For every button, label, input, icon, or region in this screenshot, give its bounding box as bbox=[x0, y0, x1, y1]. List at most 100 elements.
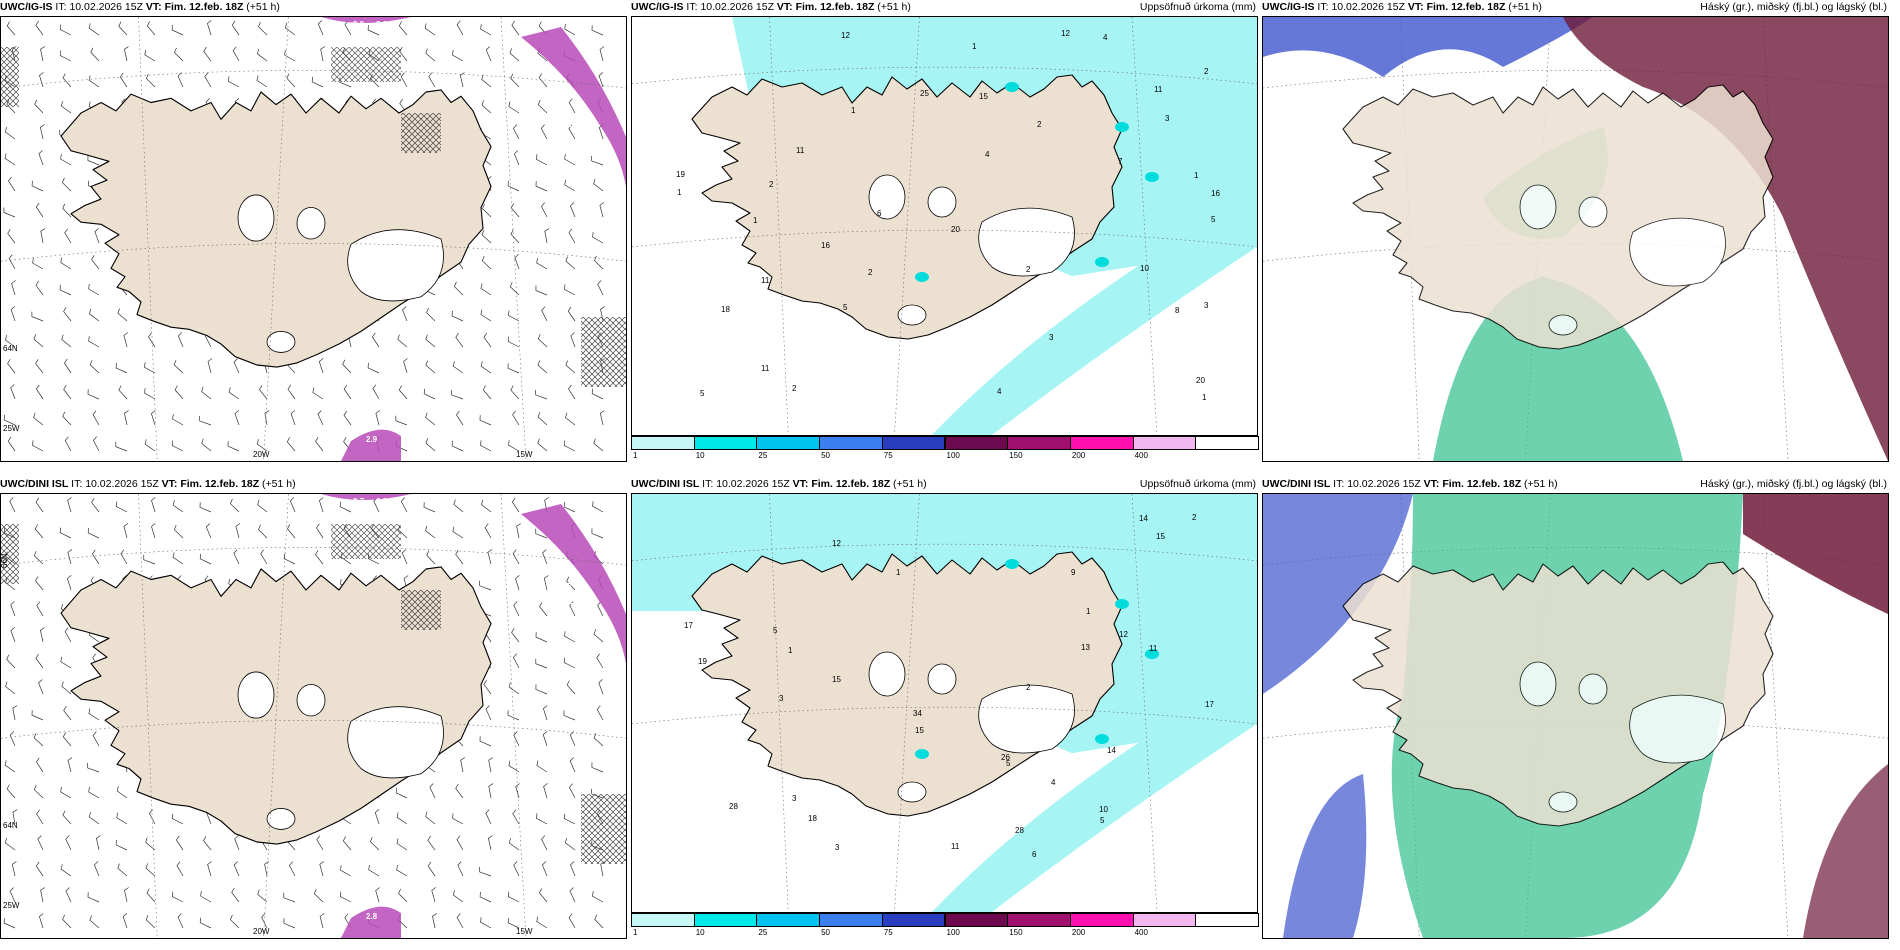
precip-value-label: 5 bbox=[773, 626, 778, 635]
wind-barb bbox=[593, 629, 604, 643]
wind-barb bbox=[484, 523, 492, 539]
wind-barb bbox=[60, 101, 72, 114]
gust-hatch-area bbox=[331, 47, 401, 82]
wind-barb bbox=[35, 20, 44, 36]
wind-barb bbox=[563, 501, 576, 513]
wind-barb bbox=[565, 256, 576, 270]
wind-barb bbox=[91, 549, 100, 565]
precip-value-label: 17 bbox=[684, 621, 693, 630]
wind-barb bbox=[425, 525, 436, 539]
wind-barb bbox=[65, 887, 72, 903]
wind-barb bbox=[535, 658, 548, 669]
precip-cell bbox=[915, 749, 929, 759]
wind-barb bbox=[145, 73, 156, 88]
gridline bbox=[1, 546, 626, 566]
wind-barb bbox=[283, 918, 296, 929]
wind-barb bbox=[343, 384, 352, 400]
wind-barb bbox=[64, 228, 72, 244]
wind-barb bbox=[35, 861, 44, 877]
strong-wind-band bbox=[521, 27, 626, 187]
wind-barb bbox=[537, 438, 548, 452]
wind-barb bbox=[7, 359, 16, 374]
precip-cell bbox=[1095, 257, 1109, 267]
wind-barb bbox=[569, 601, 576, 617]
panel-header: UWC/IG-IS IT: 10.02.2026 15Z VT: Fim. 12… bbox=[0, 0, 627, 15]
wind-barb bbox=[207, 358, 213, 374]
wind-barb bbox=[87, 892, 100, 903]
glacier-myrdalsjokull bbox=[266, 807, 296, 830]
wind-speed-label: 2.1 bbox=[561, 105, 573, 114]
wind-barb bbox=[511, 20, 520, 36]
precip-value-label: 1 bbox=[788, 646, 793, 655]
precip-value-label: 19 bbox=[698, 657, 707, 666]
wind-barb bbox=[538, 73, 548, 88]
panel-right-title: Háský (gr.), miðský (fj.bl.) og lágský (… bbox=[1700, 1, 1887, 13]
vt-label: VT: bbox=[161, 478, 178, 490]
wind-barb bbox=[201, 386, 212, 400]
wind-barb bbox=[569, 731, 576, 747]
precip-value-label: 11 bbox=[951, 842, 960, 851]
wind-barb bbox=[233, 358, 240, 374]
wind-barb bbox=[64, 627, 72, 643]
wind-barb bbox=[9, 887, 16, 903]
wind-barb bbox=[264, 410, 270, 426]
wind-barb bbox=[426, 307, 436, 322]
wind-barb bbox=[452, 361, 464, 374]
glacier-vatnajokull bbox=[1629, 217, 1726, 287]
wind-barb bbox=[507, 710, 520, 721]
colorbar-swatch bbox=[693, 436, 758, 450]
wind-barb bbox=[451, 310, 464, 322]
wind-barb bbox=[10, 601, 16, 617]
wind-barb bbox=[258, 524, 268, 539]
wind-barb bbox=[425, 412, 436, 426]
wind-barb bbox=[374, 809, 380, 825]
wind-barb bbox=[565, 837, 576, 851]
strong-wind-band bbox=[321, 17, 411, 23]
wind-barb bbox=[396, 864, 408, 877]
precip-cell bbox=[1005, 559, 1019, 569]
model-name: UWC/IG-IS bbox=[1262, 1, 1315, 13]
wind-barb bbox=[259, 385, 268, 400]
wind-speed-label: 2.8 bbox=[366, 912, 378, 921]
wind-barb bbox=[535, 528, 548, 539]
wind-barb bbox=[507, 363, 520, 374]
wind-barb bbox=[397, 334, 408, 348]
wind-barb bbox=[429, 783, 436, 799]
precip-value-label: 9 bbox=[1071, 568, 1076, 577]
wind-barb bbox=[264, 861, 269, 877]
wind-barb bbox=[509, 282, 520, 296]
wind-barb bbox=[315, 550, 324, 565]
wind-barb bbox=[59, 284, 72, 296]
wind-barb bbox=[339, 501, 352, 513]
wind-barb bbox=[398, 21, 408, 36]
wind-barb bbox=[62, 914, 72, 929]
wind-barb bbox=[35, 653, 44, 669]
precip-value-label: 15 bbox=[915, 726, 924, 735]
wind-barb bbox=[512, 809, 520, 825]
precip-area bbox=[932, 192, 1257, 435]
wind-barb bbox=[31, 311, 44, 322]
it-value: 10.02.2026 15Z bbox=[69, 1, 143, 13]
panel-right-title: Háský (gr.), miðský (fj.bl.) og lágský (… bbox=[1700, 478, 1887, 490]
wind-barb bbox=[228, 76, 240, 88]
strong-wind-band bbox=[341, 429, 401, 461]
strong-wind-band bbox=[341, 906, 401, 938]
precip-value-label: 4 bbox=[1103, 33, 1108, 42]
wind-barb bbox=[33, 551, 44, 565]
precip-value-label: 5 bbox=[1006, 759, 1011, 768]
wind-barb bbox=[482, 385, 492, 400]
wind-barb bbox=[199, 415, 212, 426]
wind-barb bbox=[39, 72, 44, 88]
wind-barb bbox=[151, 523, 156, 539]
glacier-hofsjokull bbox=[237, 194, 275, 242]
wind-barb bbox=[401, 549, 408, 565]
wind-barb bbox=[8, 254, 16, 270]
glacier-myrdalsjokull bbox=[1548, 314, 1578, 336]
lat-lon-grid bbox=[1263, 17, 1888, 461]
wind-barb bbox=[456, 20, 464, 36]
wind-barb bbox=[315, 437, 324, 452]
colorbar-swatch bbox=[756, 436, 821, 450]
wind-barb bbox=[175, 835, 184, 851]
panel-ig-wind: UWC/IG-IS IT: 10.02.2026 15Z VT: Fim. 12… bbox=[0, 0, 627, 462]
panel-dini-precip: UWC/DINI ISL IT: 10.02.2026 15Z VT: Fim.… bbox=[631, 477, 1259, 939]
